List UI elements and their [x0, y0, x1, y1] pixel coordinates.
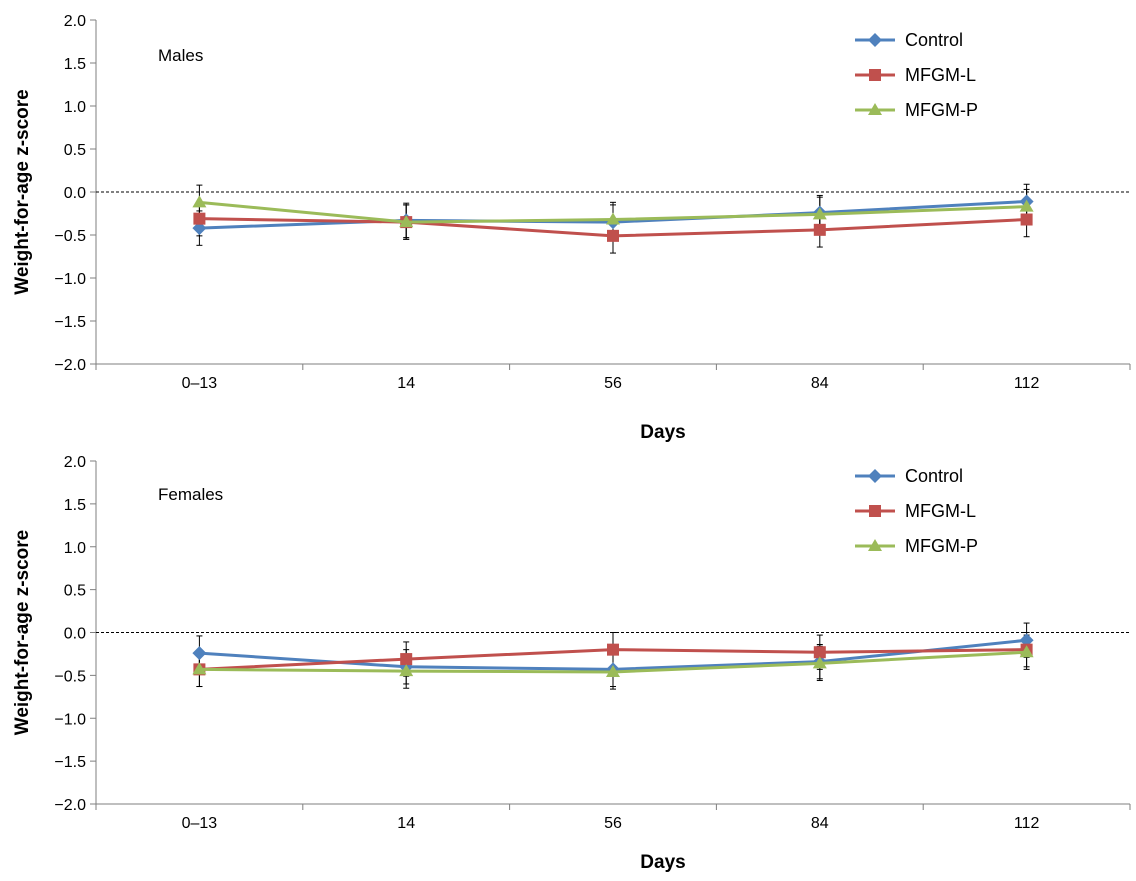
legend: Control MFGM-L MFGM-P [855, 466, 978, 556]
data-point-mfgm-p [606, 212, 620, 225]
data-point-mfgm-l [400, 653, 413, 666]
legend-swatch-marker [869, 69, 881, 81]
data-point-mfgm-l [1020, 213, 1033, 226]
data-point-mfgm-p [1019, 199, 1034, 212]
x-tick-label: 84 [811, 815, 829, 832]
data-point-mfgm-p [192, 662, 207, 675]
y-tick-label: 0.0 [64, 185, 86, 202]
data-point-mfgm-l [607, 229, 619, 242]
legend-label: Control [905, 30, 963, 50]
data-point-mfgm-p [192, 195, 207, 208]
x-tick-label: 112 [1014, 815, 1040, 832]
data-point-mfgm-l [607, 643, 619, 656]
y-tick-label: −0.5 [54, 668, 86, 685]
y-tick-label: 2.0 [64, 454, 86, 471]
x-tick-label: 56 [604, 375, 622, 392]
y-tick-label: 1.5 [64, 497, 86, 514]
y-tick-label: −1.5 [54, 314, 86, 331]
panel-label: Females [158, 485, 223, 504]
y-tick-label: 0.0 [64, 626, 86, 643]
legend-label: MFGM-L [905, 501, 976, 521]
legend-swatch-marker [868, 539, 882, 551]
legend-label: MFGM-L [905, 65, 976, 85]
y-tick-label: −2.0 [54, 357, 86, 374]
legend-swatch-marker [868, 33, 882, 47]
panel-label: Males [158, 46, 203, 65]
chart-panel-males: −2.0 −1.5 −1.0 −0.5 0.0 0.5 1.0 1.5 2.0 0–13 14 56 8… [12, 13, 1131, 443]
y-tick-label: 0.5 [64, 142, 86, 159]
legend-swatch-marker [868, 103, 882, 115]
legend-label: Control [905, 466, 963, 486]
y-tick-label: 0.5 [64, 583, 86, 600]
x-axis-title: Days [640, 422, 685, 443]
y-tick-label: 1.5 [64, 56, 86, 73]
x-axis-title: Days [640, 852, 685, 873]
data-point-control [192, 646, 207, 661]
data-point-mfgm-l [813, 223, 826, 236]
data-point-mfgm-p [399, 215, 414, 228]
data-point-mfgm-p [1019, 645, 1034, 658]
data-point-mfgm-p [399, 664, 414, 677]
legend: Control MFGM-L MFGM-P [855, 30, 978, 120]
chart-panel-females: −2.0 −1.5 −1.0 −0.5 0.0 0.5 1.0 1.5 2.0 0–13 14 56 8… [12, 454, 1131, 873]
x-tick-label: 112 [1014, 375, 1040, 392]
data-point-mfgm-l [813, 646, 826, 659]
data-point-mfgm-l [193, 212, 206, 225]
legend-swatch-marker [869, 505, 881, 517]
data-point-mfgm-p [606, 664, 620, 677]
y-tick-label: −1.0 [54, 271, 86, 288]
x-tick-label: 84 [811, 375, 829, 392]
x-tick-label: 0–13 [182, 815, 218, 832]
x-tick-label: 14 [397, 375, 415, 392]
x-tick-label: 14 [397, 815, 415, 832]
y-tick-label: −1.0 [54, 711, 86, 728]
y-tick-label: 1.0 [64, 540, 86, 557]
data-point-mfgm-p [812, 207, 827, 220]
y-axis-title: Weight-for-age z-score [12, 89, 33, 295]
y-tick-label: 1.0 [64, 99, 86, 116]
y-tick-label: −0.5 [54, 228, 86, 245]
legend-swatch-marker [868, 469, 882, 483]
legend-label: MFGM-P [905, 536, 978, 556]
y-tick-label: −2.0 [54, 797, 86, 814]
x-tick-label: 56 [604, 815, 622, 832]
data-point-mfgm-p [812, 656, 827, 669]
x-tick-label: 0–13 [182, 375, 218, 392]
y-axis-title: Weight-for-age z-score [12, 530, 33, 736]
y-tick-label: 2.0 [64, 13, 86, 30]
legend-label: MFGM-P [905, 100, 978, 120]
y-tick-label: −1.5 [54, 754, 86, 771]
